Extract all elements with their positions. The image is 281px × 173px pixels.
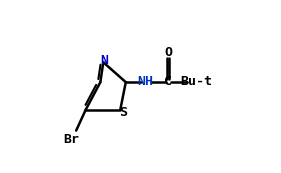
Text: O: O [164, 46, 172, 59]
Text: N: N [100, 54, 108, 67]
Text: NH: NH [138, 75, 154, 88]
Text: Br: Br [63, 133, 79, 146]
Text: C: C [164, 75, 172, 88]
Text: Bu-t: Bu-t [180, 75, 212, 88]
Text: S: S [119, 106, 127, 119]
